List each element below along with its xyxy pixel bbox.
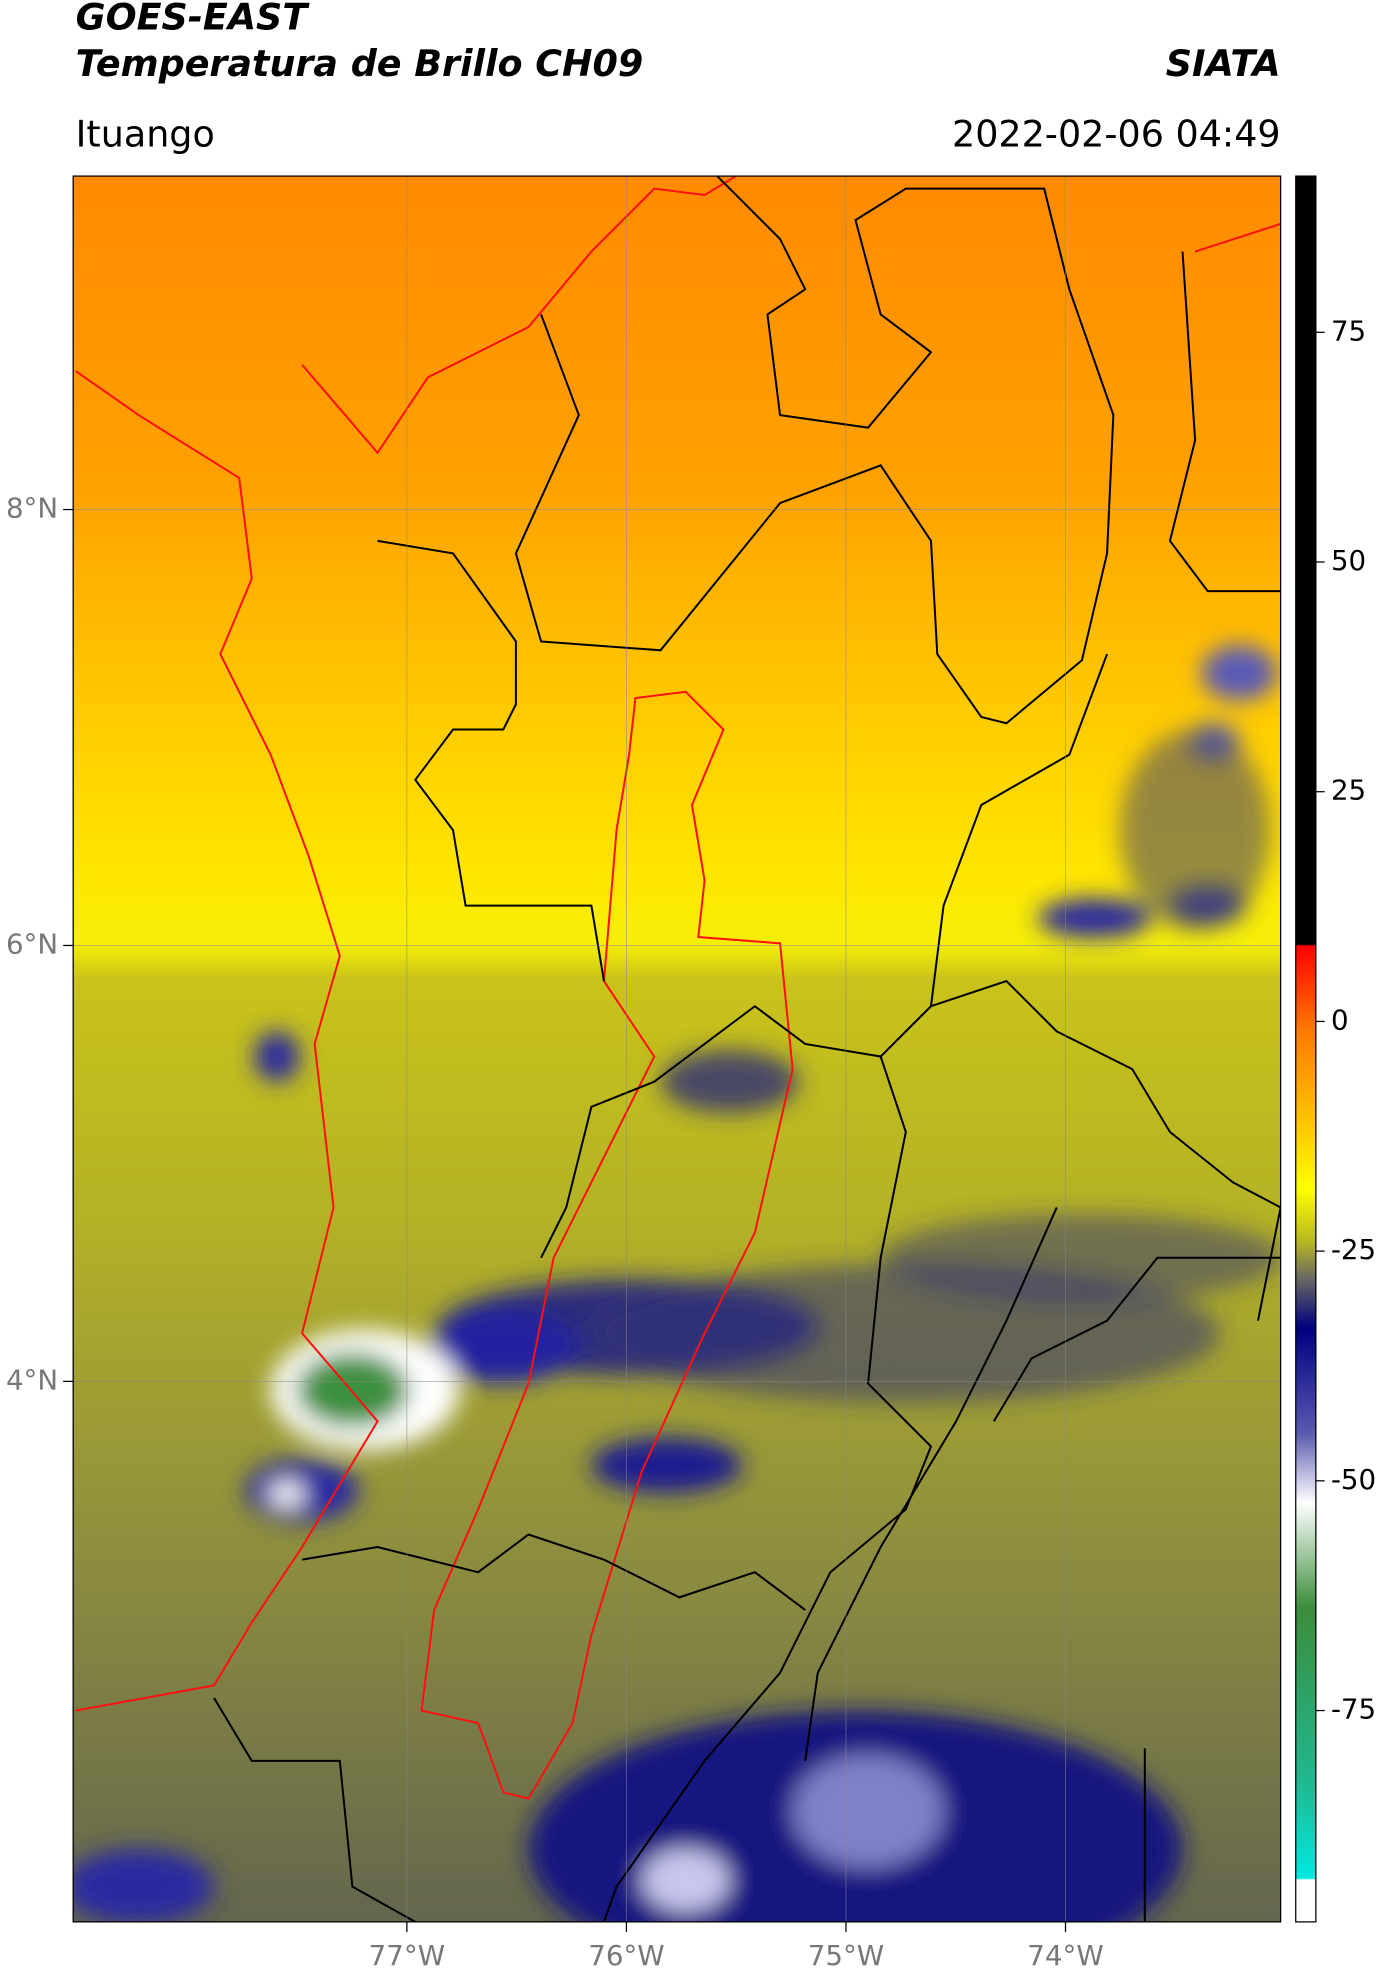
colorbar — [1295, 175, 1317, 1923]
source: SIATA — [1166, 42, 1281, 85]
colorbar-tick-label: 0 — [1331, 1003, 1349, 1036]
x-tick-label: 76°W — [588, 1939, 664, 1972]
y-tick-label: 6°N — [6, 927, 58, 960]
y-tick-label: 4°N — [6, 1363, 58, 1396]
cloud-tops — [73, 645, 1281, 1922]
colorbar-tick-label: -75 — [1331, 1693, 1376, 1726]
colorbar-tick-label: -25 — [1331, 1233, 1376, 1266]
colorbar-tick-label: 75 — [1331, 314, 1366, 347]
axes: 77°W 76°W 75°W 74°W 8°N 6°N 4°N — [6, 492, 1104, 1973]
x-tick-label: 75°W — [808, 1939, 884, 1972]
map-frame — [72, 175, 1282, 1923]
colorbar-tick-label: -50 — [1331, 1463, 1376, 1496]
temperature-field — [73, 176, 1281, 1922]
borders — [75, 176, 1281, 1922]
y-tick-label: 8°N — [6, 492, 58, 525]
subtitle: Temperatura de Brillo CH09 — [76, 42, 644, 85]
map — [73, 176, 1281, 1922]
colorbar-ticks: 75 50 25 0 -25 -50 -75 — [1315, 314, 1376, 1726]
colorbar-tick-label: 25 — [1331, 774, 1366, 807]
graticule — [73, 176, 1281, 1922]
colorbar-tick-label: 50 — [1331, 544, 1366, 577]
x-tick-label: 77°W — [369, 1939, 445, 1972]
timestamp: 2022-02-06 04:49 — [952, 112, 1281, 155]
region: Ituango — [76, 112, 215, 155]
title: GOES-EAST — [76, 0, 311, 38]
x-tick-label: 74°W — [1027, 1939, 1103, 1972]
